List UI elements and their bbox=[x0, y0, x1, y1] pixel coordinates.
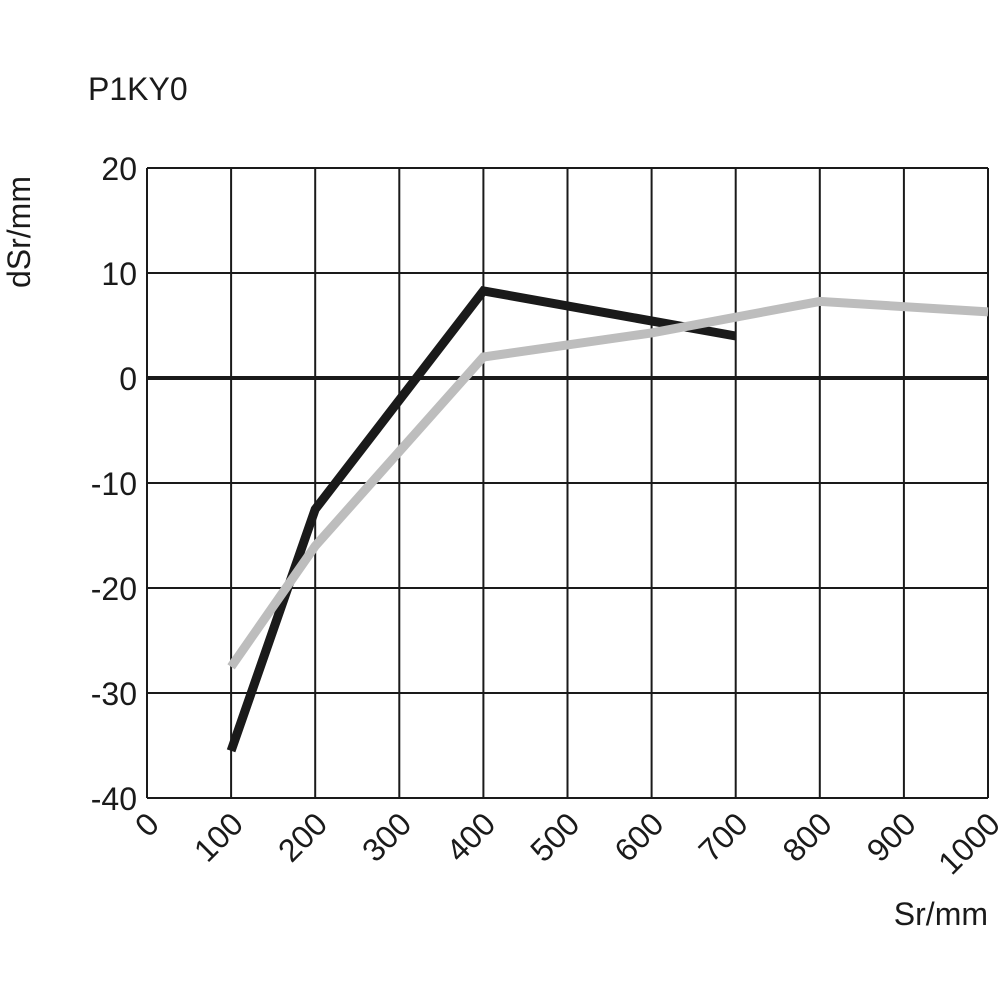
x-tick-label: 900 bbox=[860, 805, 923, 868]
y-axis-title: dSr/mm bbox=[1, 176, 37, 288]
x-tick-label: 100 bbox=[187, 805, 250, 868]
x-tick-label: 700 bbox=[691, 805, 754, 868]
x-axis-title: Sr/mm bbox=[894, 896, 988, 932]
x-tick-label: 400 bbox=[439, 805, 502, 868]
plot-grid bbox=[146, 167, 989, 799]
y-tick-label: 10 bbox=[101, 256, 137, 292]
x-tick-label: 600 bbox=[607, 805, 670, 868]
x-tick-label: 1000 bbox=[931, 805, 1000, 881]
series-line-2 bbox=[227, 296, 989, 670]
series-line-1 bbox=[226, 285, 737, 753]
series-group bbox=[226, 285, 989, 753]
y-tick-label: 20 bbox=[101, 151, 137, 187]
y-tick-label: 0 bbox=[119, 361, 137, 397]
y-tick-label: -20 bbox=[91, 571, 137, 607]
y-tick-label: -10 bbox=[91, 466, 137, 502]
y-tick-label: -40 bbox=[91, 781, 137, 817]
y-tick-labels: 20 10 0 -10 -20 -30 -40 bbox=[91, 151, 137, 817]
x-tick-label: 800 bbox=[776, 805, 839, 868]
chart-title: P1KY0 bbox=[88, 71, 188, 107]
x-tick-label: 300 bbox=[355, 805, 418, 868]
x-tick-label: 200 bbox=[271, 805, 334, 868]
x-tick-label: 500 bbox=[523, 805, 586, 868]
x-tick-label: 0 bbox=[128, 805, 166, 843]
x-tick-labels: 0 100 200 300 400 500 600 700 800 900 1000 bbox=[128, 805, 1000, 881]
y-tick-label: -30 bbox=[91, 676, 137, 712]
